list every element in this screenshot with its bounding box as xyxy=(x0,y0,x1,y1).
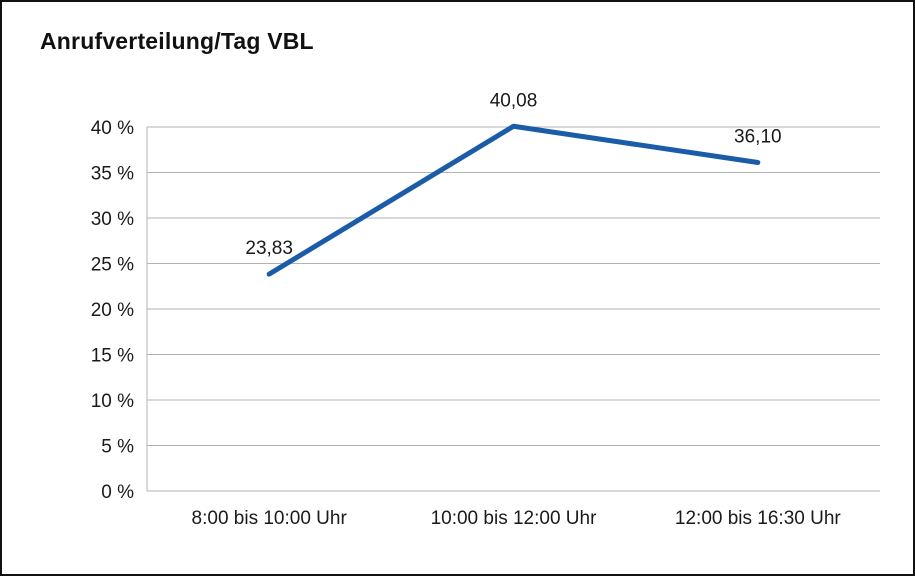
y-tick-label: 35 % xyxy=(91,164,134,185)
data-line xyxy=(266,123,761,277)
y-tick-label: 10 % xyxy=(91,391,134,412)
y-tick-label: 5 % xyxy=(101,437,134,458)
y-tick-label: 40 % xyxy=(91,118,134,139)
data-point-label: 40,08 xyxy=(490,90,538,111)
x-category-label: 12:00 bis 16:30 Uhr xyxy=(675,508,842,529)
y-tick-label: 30 % xyxy=(91,209,134,230)
y-tick-label: 25 % xyxy=(91,255,134,276)
y-tick-label: 15 % xyxy=(91,346,134,367)
data-point-label: 36,10 xyxy=(734,126,782,147)
y-tick-label: 20 % xyxy=(91,300,134,321)
chart-title: Anrufverteilung/Tag VBL xyxy=(40,28,314,54)
x-category-label: 8:00 bis 10:00 Uhr xyxy=(192,508,348,529)
x-category-label: 10:00 bis 12:00 Uhr xyxy=(431,508,598,529)
data-point-label: 23,83 xyxy=(245,238,293,259)
y-tick-label: 0 % xyxy=(101,482,134,503)
